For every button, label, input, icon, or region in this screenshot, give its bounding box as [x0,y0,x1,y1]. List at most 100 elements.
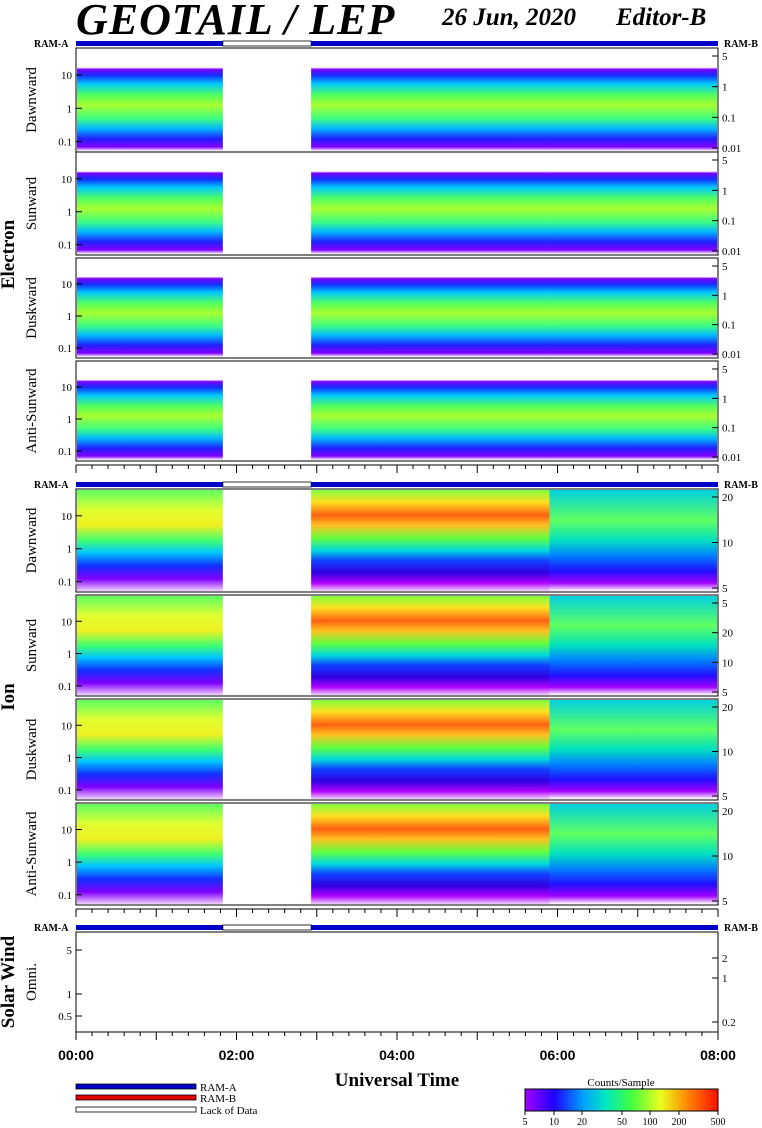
y-tick-label: 0.1 [58,343,72,355]
legend-swatch [75,1083,197,1090]
right-tick-label: 2 [722,953,728,965]
y-tick-label: 10 [61,616,73,628]
x-axis-title: Universal Time [335,1070,459,1091]
panel-label: Duskward [24,718,40,780]
right-tick-label: 5 [722,598,728,610]
right-tick-label: 20 [722,806,734,818]
editor-label: Editor-B [616,4,707,31]
y-tick-label: 0.1 [58,577,72,589]
spectrogram-block [77,804,223,904]
mode-bar-ram-a [76,482,223,487]
date-label: 26 Jun, 2020 [442,4,577,31]
right-tick-label: 20 [722,492,734,504]
spectrogram-block [311,259,550,357]
spectrogram-block [311,700,550,799]
colorbar [524,1088,719,1112]
right-tick-label: 0.1 [722,320,736,332]
right-tick-label: 5 [722,791,728,803]
right-tick-label: 5 [722,896,728,908]
spectrogram-block [549,490,717,591]
right-tick-label: 0.01 [722,143,741,155]
right-tick-label: 0.01 [722,452,741,464]
colorbar-tick-label: 20 [577,1117,587,1128]
spectrogram-block [77,596,223,695]
colorbar-tick-label: 10 [549,1117,559,1128]
colorbar-tick-label: 5 [523,1117,528,1128]
legend-label: Lack of Data [200,1105,258,1117]
mode-bar-gap [222,481,312,488]
spectrogram-block [77,490,223,591]
y-tick-label: 10 [61,511,73,523]
right-tick-label: 0.1 [722,216,736,228]
right-tick-label: 10 [722,657,734,669]
y-tick-label: 1 [67,207,73,219]
panel-frame [75,594,719,697]
panel-label: Duskward [24,277,40,339]
panel-label: Dawnward [24,67,40,133]
spectrogram-block [549,362,717,460]
panel-label: Anti-Sunward [24,811,40,896]
y-tick-label: 0.1 [58,785,72,797]
right-tick-label: 0.01 [722,349,741,361]
x-tick-label: 06:00 [540,1047,576,1063]
y-tick-label: 0.5 [58,1011,72,1023]
mode-bar-label-left: RAM-A [34,923,69,934]
right-tick-label: 1 [722,393,728,405]
spectrogram-block [77,362,223,460]
y-tick-label: 10 [61,70,73,82]
spectrogram-block [549,596,717,695]
mode-bar-ram-a-2 [311,41,718,46]
spectrogram-block [77,49,223,151]
right-tick-label: 10 [722,747,734,759]
y-tick-label: 1 [67,857,73,869]
right-tick-label: 10 [722,851,734,863]
right-tick-label: 1 [722,973,728,985]
y-tick-label: 10 [61,720,73,732]
panel-label: Dawnward [24,507,40,573]
y-tick-label: 0.1 [58,890,72,902]
right-tick-label: 20 [722,702,734,714]
right-tick-label: 5 [722,261,728,273]
y-tick-label: 0.1 [58,240,72,252]
spectrogram-block [311,596,550,695]
spectrogram-block [311,153,550,254]
y-tick-label: 1 [67,414,73,426]
y-tick-label: 0.1 [58,446,72,458]
spectrogram-block [77,259,223,357]
panel-frame [75,698,719,801]
legend-swatch [75,1106,197,1113]
right-tick-label: 0.1 [722,423,736,435]
y-tick-label: 1 [67,544,73,556]
right-tick-label: 5 [722,687,728,699]
spectrogram-block [311,362,550,460]
colorbar-tick-label: 500 [711,1117,726,1128]
x-tick-label: 04:00 [379,1047,415,1063]
right-tick-label: 1 [722,290,728,302]
colorbar-title: Counts/Sample [587,1077,654,1089]
y-tick-label: 10 [61,174,73,186]
mode-bar-label-left: RAM-A [34,480,69,491]
mode-bar-gap [222,924,312,931]
y-tick-label: 1 [67,311,73,323]
panel-frame [75,360,719,462]
mode-bar-label-right: RAM-B [724,39,758,50]
panel-frame [75,931,719,1033]
spectrogram-block [549,804,717,904]
group-label: Solar Wind [0,935,19,1028]
right-tick-label: 0.2 [722,1017,736,1029]
y-tick-label: 0.1 [58,137,72,149]
y-tick-label: 10 [61,825,73,837]
panel-label: Sunward [24,618,40,672]
right-tick-label: 0.01 [722,246,741,258]
legend-label: RAM-B [200,1093,236,1105]
y-tick-label: 5 [67,945,73,957]
spectrogram-block [549,259,717,357]
panel-frame [75,257,719,359]
x-tick-label: 08:00 [700,1047,736,1063]
right-tick-label: 0.1 [722,112,736,124]
y-tick-label: 10 [61,279,73,291]
x-tick-label: 02:00 [219,1047,255,1063]
y-tick-label: 0.1 [58,681,72,693]
spectrogram-block [311,490,550,591]
